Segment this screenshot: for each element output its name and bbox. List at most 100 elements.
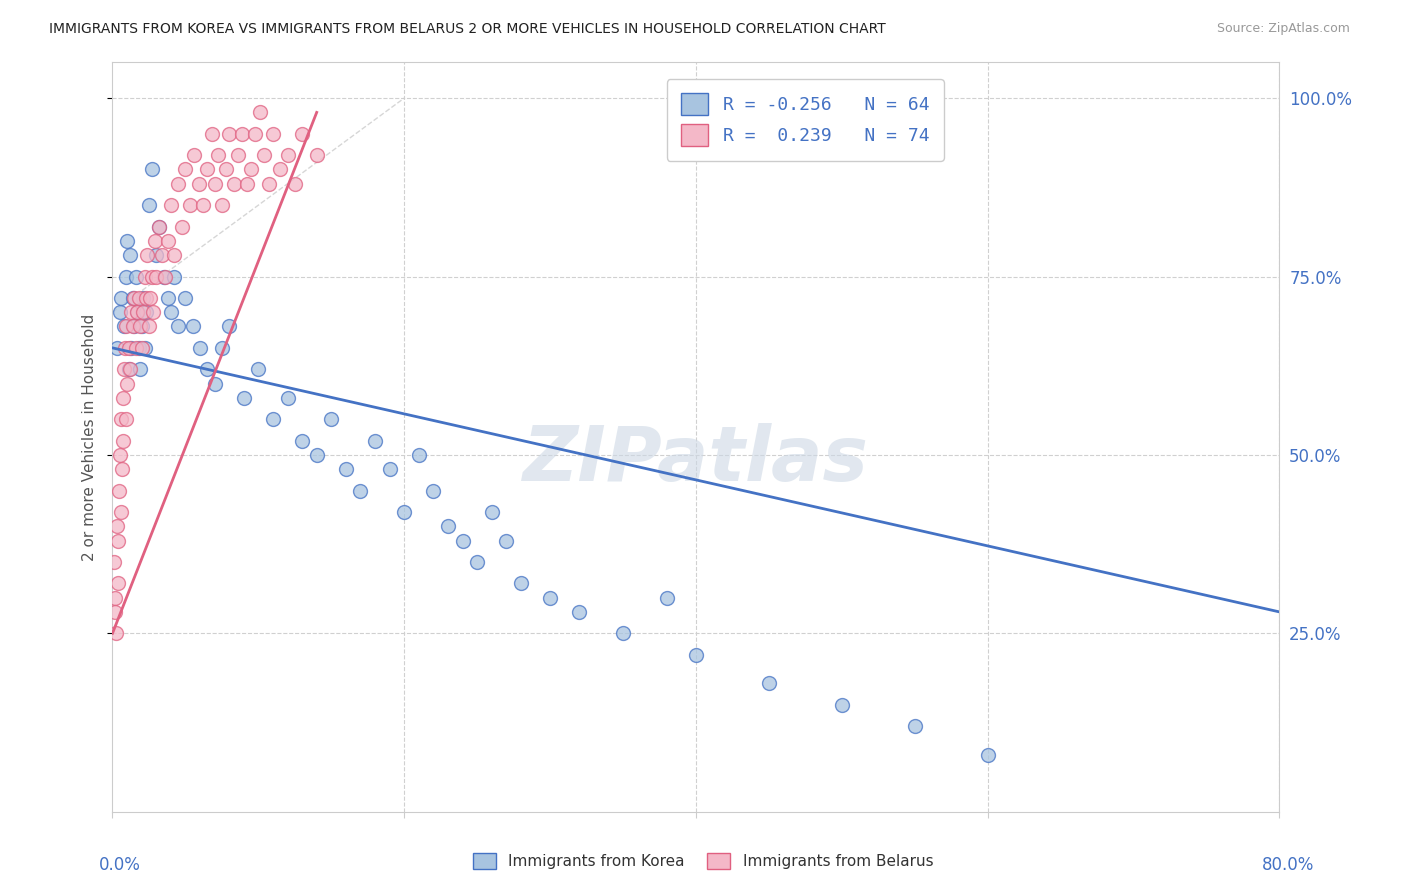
Point <box>378 462 401 476</box>
Point <box>153 269 176 284</box>
Point <box>249 105 271 120</box>
Point <box>685 648 707 662</box>
Point <box>124 319 146 334</box>
Point <box>160 305 183 319</box>
Point <box>568 605 591 619</box>
Point <box>364 434 387 448</box>
Point <box>179 198 201 212</box>
Point <box>188 341 211 355</box>
Point <box>172 219 194 234</box>
Point <box>976 747 998 762</box>
Point <box>104 605 127 619</box>
Point <box>211 341 233 355</box>
Point <box>305 448 328 462</box>
Point <box>111 434 134 448</box>
Point <box>115 412 138 426</box>
Point <box>134 269 156 284</box>
Point <box>105 626 128 640</box>
Point <box>138 198 160 212</box>
Point <box>115 234 138 248</box>
Point <box>131 341 153 355</box>
Point <box>139 291 162 305</box>
Point <box>257 177 280 191</box>
Point <box>105 341 128 355</box>
Point <box>465 555 488 569</box>
Point <box>117 341 139 355</box>
Point <box>156 291 179 305</box>
Point <box>195 362 218 376</box>
Point <box>231 127 253 141</box>
Point <box>110 412 132 426</box>
Point <box>107 533 129 548</box>
Point <box>235 177 257 191</box>
Point <box>152 269 174 284</box>
Point <box>108 305 131 319</box>
Point <box>262 127 284 141</box>
Point <box>335 462 357 476</box>
Point <box>831 698 853 712</box>
Text: 0.0%: 0.0% <box>98 856 141 874</box>
Point <box>612 626 634 640</box>
Text: ZIPatlas: ZIPatlas <box>523 423 869 497</box>
Point <box>135 291 157 305</box>
Point <box>122 319 145 334</box>
Point <box>148 219 170 234</box>
Point <box>215 162 238 177</box>
Point <box>481 505 503 519</box>
Point <box>187 177 209 191</box>
Point <box>245 127 267 141</box>
Point <box>132 305 155 319</box>
Point <box>107 576 129 591</box>
Point <box>174 291 197 305</box>
Point <box>105 519 128 533</box>
Point <box>148 219 170 234</box>
Point <box>204 177 226 191</box>
Point <box>201 127 224 141</box>
Point <box>129 362 152 376</box>
Point <box>191 198 214 212</box>
Point <box>142 305 165 319</box>
Point <box>156 234 179 248</box>
Point <box>163 269 186 284</box>
Point <box>226 148 249 162</box>
Point <box>124 291 146 305</box>
Point <box>108 448 131 462</box>
Point <box>181 319 204 334</box>
Point <box>218 319 240 334</box>
Point <box>262 412 284 426</box>
Point <box>112 362 135 376</box>
Point <box>145 269 167 284</box>
Point <box>127 305 149 319</box>
Point <box>240 162 263 177</box>
Point <box>218 127 240 141</box>
Point <box>118 248 141 262</box>
Point <box>145 248 167 262</box>
Point <box>437 519 460 533</box>
Point <box>128 341 150 355</box>
Point <box>305 148 328 162</box>
Point <box>222 177 245 191</box>
Point <box>232 391 254 405</box>
Point <box>211 198 233 212</box>
Point <box>115 376 138 391</box>
Point <box>120 341 142 355</box>
Point <box>321 412 343 426</box>
Point <box>247 362 270 376</box>
Point <box>451 533 474 548</box>
Point <box>291 434 314 448</box>
Point <box>163 248 186 262</box>
Point <box>204 376 226 391</box>
Text: IMMIGRANTS FROM KOREA VS IMMIGRANTS FROM BELARUS 2 OR MORE VEHICLES IN HOUSEHOLD: IMMIGRANTS FROM KOREA VS IMMIGRANTS FROM… <box>49 22 886 37</box>
Point <box>104 591 127 605</box>
Point <box>132 291 155 305</box>
Point <box>349 483 371 498</box>
Point <box>150 248 173 262</box>
Point <box>655 591 678 605</box>
Point <box>758 676 780 690</box>
Legend: Immigrants from Korea, Immigrants from Belarus: Immigrants from Korea, Immigrants from B… <box>467 847 939 875</box>
Point <box>118 362 141 376</box>
Point <box>141 269 163 284</box>
Point <box>277 148 299 162</box>
Point <box>136 248 159 262</box>
Point <box>134 341 156 355</box>
